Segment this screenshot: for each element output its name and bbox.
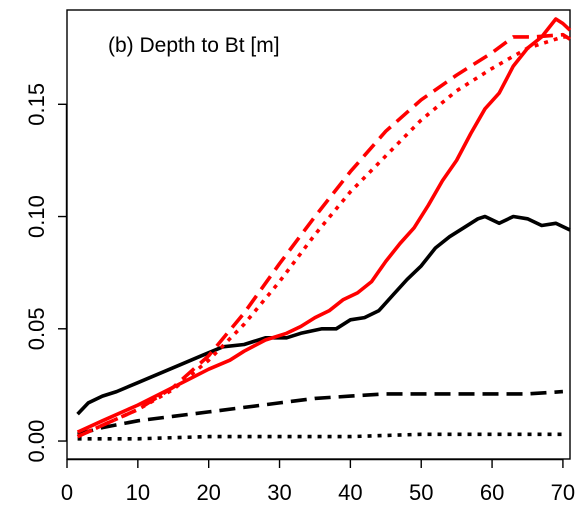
chart-title: (b) Depth to Bt [m] [108,34,280,57]
y-tick-label: 0.00 [24,420,49,463]
y-axis: 0.00 0.05 0.10 0.15 [24,83,67,463]
x-axis: 0 10 20 30 40 50 60 70 [61,459,575,505]
series-group [78,19,570,439]
x-tick-label: 60 [480,480,504,505]
x-tick-label: 20 [196,480,220,505]
x-tick-label: 30 [267,480,291,505]
y-tick-label: 0.10 [24,195,49,238]
x-tick-label: 70 [551,480,575,505]
y-tick-label: 0.05 [24,307,49,350]
plot-frame [67,10,570,459]
x-tick-label: 50 [409,480,433,505]
x-tick-label: 10 [126,480,150,505]
y-tick-label: 0.15 [24,83,49,126]
x-tick-label: 0 [61,480,73,505]
series-line-3 [78,434,563,439]
x-tick-label: 40 [338,480,362,505]
